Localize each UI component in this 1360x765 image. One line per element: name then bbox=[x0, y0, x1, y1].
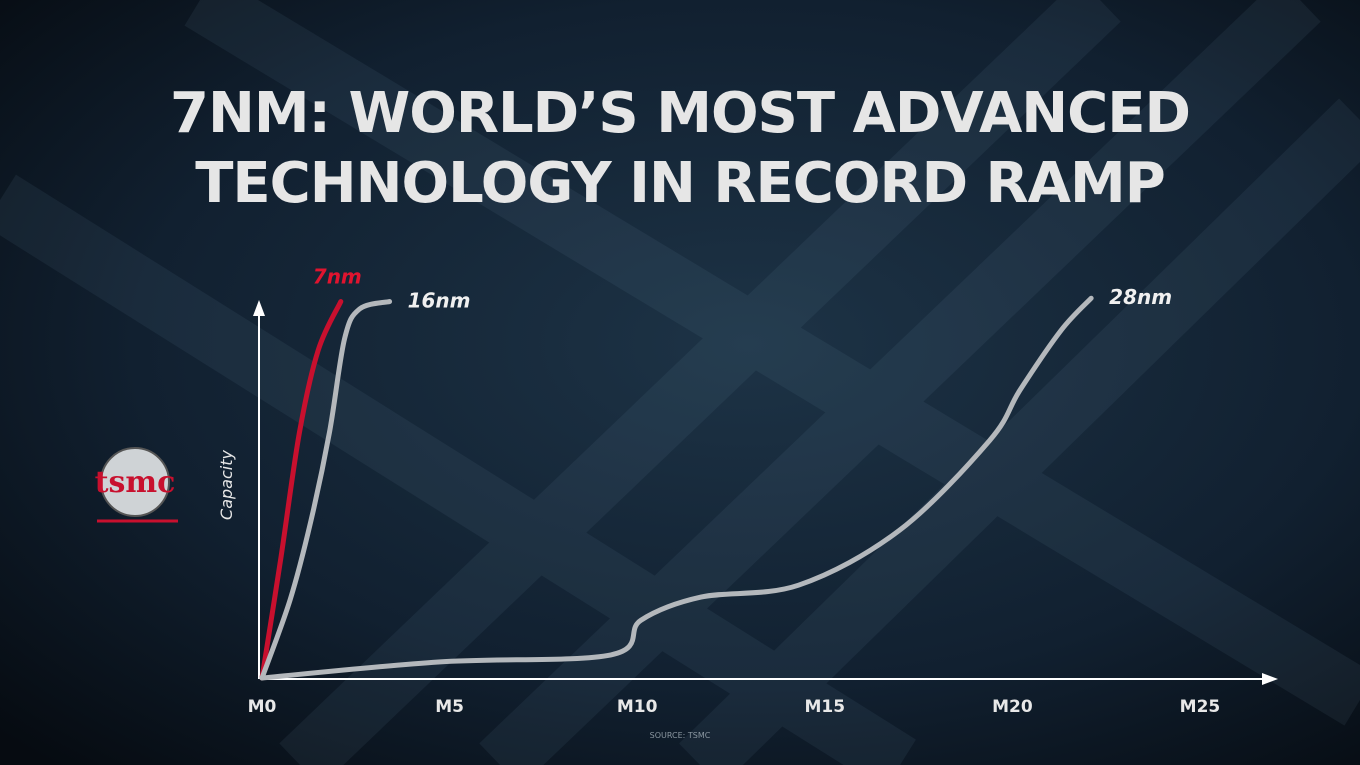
series-label: 7nm bbox=[313, 265, 362, 289]
source-note: SOURCE: TSMC bbox=[650, 731, 711, 740]
x-tick-label: M25 bbox=[1180, 697, 1221, 717]
series-line bbox=[259, 299, 393, 681]
series-line bbox=[259, 295, 1094, 681]
y-axis-label: Capacity bbox=[217, 450, 236, 520]
logo-wafer bbox=[100, 447, 170, 517]
logo-text: tsmc bbox=[95, 465, 176, 500]
series-label: 16nm bbox=[408, 289, 471, 313]
tsmc-logo: tsmc bbox=[95, 447, 178, 523]
x-tick-label: M20 bbox=[992, 697, 1033, 717]
x-tick-label: M15 bbox=[804, 697, 845, 717]
series-line bbox=[259, 299, 344, 681]
x-tick-label: M10 bbox=[617, 697, 658, 717]
x-tick-label: M5 bbox=[435, 697, 464, 717]
series-label: 28nm bbox=[1109, 285, 1172, 309]
x-tick-label: M0 bbox=[248, 697, 277, 717]
chart-title: 7NM: WORLD’S MOST ADVANCED bbox=[170, 81, 1190, 146]
chart-title: TECHNOLOGY IN RECORD RAMP bbox=[195, 151, 1165, 216]
